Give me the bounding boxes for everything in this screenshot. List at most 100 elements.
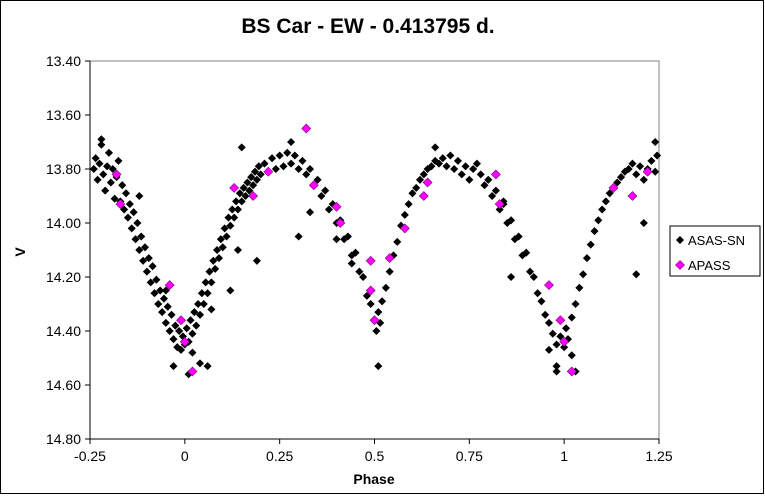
data-point [106, 178, 115, 187]
data-point [135, 245, 144, 255]
data-point [146, 278, 155, 287]
data-point [533, 289, 542, 298]
data-point [159, 294, 168, 303]
data-point [332, 235, 341, 244]
data-point [195, 310, 205, 319]
data-point [175, 326, 184, 336]
data-point [131, 235, 140, 244]
data-point [156, 286, 165, 295]
data-point [218, 243, 227, 252]
data-point [324, 205, 334, 214]
data-point [560, 343, 569, 352]
data-point [374, 308, 383, 317]
data-point [114, 156, 123, 165]
data-point [95, 159, 104, 168]
data-point [252, 175, 261, 184]
y-tick-label: 14.20 [46, 269, 81, 285]
data-point [133, 218, 142, 228]
data-point [412, 183, 421, 192]
data-point [111, 169, 122, 180]
data-point [203, 289, 212, 298]
data-point [369, 315, 380, 326]
y-axis-title: V [12, 247, 28, 257]
data-point [582, 254, 591, 263]
data-point [233, 245, 242, 255]
data-point [343, 232, 352, 241]
x-tick-label: 0.75 [456, 448, 483, 464]
data-point [110, 194, 119, 203]
data-point [651, 137, 660, 147]
data-point [256, 170, 265, 179]
data-point [283, 148, 292, 157]
data-point [613, 178, 622, 187]
data-point [653, 151, 662, 160]
data-point [331, 201, 342, 212]
data-point [422, 177, 433, 188]
data-point [372, 326, 381, 336]
data-point [104, 148, 113, 157]
data-point [632, 270, 641, 279]
data-point [271, 164, 280, 174]
x-axis: -0.25 0 0.25 0.5 0.75 1 1.25 [74, 438, 673, 464]
data-point [453, 156, 462, 165]
data-point [230, 213, 239, 222]
data-point [605, 189, 614, 198]
data-point [209, 256, 218, 265]
data-point [169, 362, 178, 371]
data-point [571, 299, 580, 309]
data-point [188, 348, 197, 357]
data-point [537, 297, 546, 306]
y-tick-label: 13.40 [46, 53, 81, 69]
data-point [135, 191, 144, 201]
data-point [461, 162, 470, 171]
data-point [163, 302, 172, 311]
data-point [237, 197, 246, 206]
x-tick-label: 1 [560, 448, 568, 464]
data-point [476, 170, 485, 179]
data-point [317, 191, 326, 201]
data-point [408, 189, 417, 198]
data-point [207, 278, 216, 287]
data-point [594, 216, 603, 225]
data-point [526, 267, 535, 276]
data-point [305, 164, 315, 174]
y-tick-label: 14.80 [46, 431, 81, 447]
data-point [647, 156, 656, 165]
data-point [115, 199, 126, 210]
data-point [186, 316, 195, 325]
data-point [567, 313, 576, 322]
data-point [507, 272, 516, 282]
data-point [203, 362, 212, 371]
data-point [529, 272, 538, 282]
y-tick-label: 13.80 [46, 161, 81, 177]
data-point [472, 159, 481, 168]
data-point [226, 286, 235, 295]
data-point [140, 243, 150, 252]
data-point [434, 159, 444, 168]
data-point [465, 175, 474, 184]
data-point [385, 267, 394, 276]
data-point [636, 162, 645, 171]
y-tick-label: 14.00 [46, 215, 81, 231]
data-point [91, 154, 100, 163]
data-point [639, 175, 648, 184]
data-point [400, 210, 409, 219]
x-tick-label: -0.25 [74, 448, 106, 464]
data-point [541, 310, 550, 319]
data-point [494, 199, 505, 210]
data-point [214, 254, 223, 263]
data-point [302, 170, 311, 179]
data-point [139, 256, 148, 265]
data-point [97, 135, 106, 144]
chart-title: BS Car - EW - 0.413795 d. [241, 15, 494, 38]
data-point [268, 154, 277, 163]
data-point [158, 308, 167, 317]
x-tick-label: 0.25 [266, 448, 293, 464]
data-point [544, 280, 554, 291]
data-point [415, 175, 425, 184]
data-point [120, 205, 129, 214]
data-point [194, 299, 203, 309]
